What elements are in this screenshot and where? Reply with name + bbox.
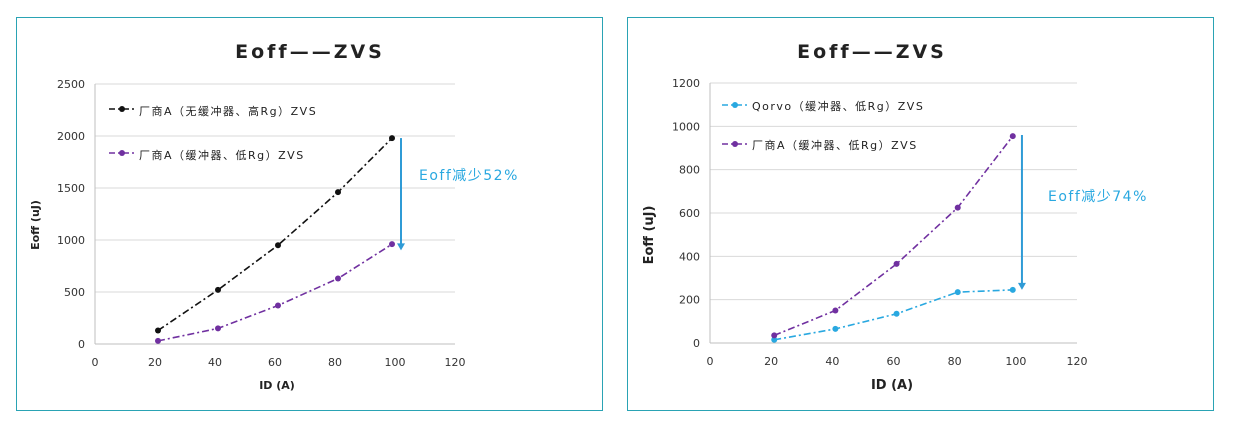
legend-marker-1 [732, 141, 738, 147]
legend-label-1: 厂商A（缓冲器、低Rg）ZVS [752, 138, 918, 152]
y-tick-label: 1500 [57, 182, 85, 195]
series-line-0 [157, 137, 393, 332]
series-line-1 [773, 135, 1014, 337]
data-point [215, 325, 221, 332]
reduction-arrow-head [397, 243, 405, 251]
series-line-1 [157, 243, 393, 342]
x-tick-label: 20 [148, 356, 162, 369]
y-tick-label: 500 [64, 286, 85, 299]
x-tick-label: 60 [268, 356, 282, 369]
y-tick-label: 200 [679, 294, 700, 307]
reduction-annotation: Eoff减少74% [1048, 189, 1148, 205]
legend-label-1: 厂商A（缓冲器、低Rg）ZVS [139, 148, 305, 162]
chart-panel-left: Eoff——ZVS ID (A) Eoff (uJ) 厂商A（无缓冲器、高Rg）… [16, 17, 603, 411]
data-point [215, 286, 221, 293]
y-tick-label: 0 [78, 338, 85, 351]
x-tick-label: 40 [825, 355, 839, 368]
data-point [275, 302, 281, 309]
reduction-annotation: Eoff减少52% [419, 168, 519, 184]
chart-right: Eoff——ZVS ID (A) Eoff (uJ) Qorvo（缓冲器、低Rg… [642, 41, 1148, 393]
data-point [771, 336, 778, 343]
data-point [832, 325, 839, 332]
data-point [389, 135, 395, 142]
legend-marker-0 [732, 102, 738, 108]
legend-marker-0 [119, 106, 125, 112]
chart-title: Eoff——ZVS [797, 41, 947, 63]
y-tick-label: 1200 [672, 77, 700, 90]
reduction-arrow-head [1017, 282, 1026, 290]
legend-label-0: Qorvo（缓冲器、低Rg）ZVS [752, 99, 924, 113]
x-tick-label: 120 [1067, 355, 1088, 368]
x-tick-label: 120 [445, 356, 466, 369]
data-point [954, 289, 961, 296]
data-point [771, 332, 778, 339]
x-axis-title: ID (A) [259, 379, 295, 392]
x-tick-label: 80 [948, 355, 962, 368]
series-line-0 [774, 289, 1013, 341]
x-tick-label: 40 [208, 356, 222, 369]
x-tick-label: 20 [764, 355, 778, 368]
y-tick-label: 1000 [672, 120, 700, 133]
data-point [1009, 286, 1016, 293]
chart-left: Eoff——ZVS ID (A) Eoff (uJ) 厂商A（无缓冲器、高Rg）… [29, 41, 519, 392]
chart-panel-right: Eoff——ZVS ID (A) Eoff (uJ) Qorvo（缓冲器、低Rg… [627, 17, 1214, 411]
data-point [389, 241, 395, 248]
data-point [335, 189, 341, 196]
x-tick-label: 0 [707, 355, 714, 368]
data-point [335, 275, 341, 282]
data-point [954, 204, 961, 211]
y-tick-label: 400 [679, 250, 700, 263]
data-point [893, 310, 900, 317]
y-tick-label: 800 [679, 164, 700, 177]
data-point [155, 327, 161, 334]
legend-label-0: 厂商A（无缓冲器、高Rg）ZVS [139, 104, 317, 118]
y-tick-label: 600 [679, 207, 700, 220]
x-tick-label: 100 [1005, 355, 1026, 368]
x-axis-title: ID (A) [871, 378, 913, 393]
x-tick-label: 100 [385, 356, 406, 369]
y-tick-label: 1000 [57, 234, 85, 247]
y-axis-title: Eoff (uJ) [642, 206, 657, 265]
x-tick-label: 60 [887, 355, 901, 368]
x-tick-label: 0 [92, 356, 99, 369]
data-point [893, 260, 900, 267]
y-tick-label: 0 [693, 337, 700, 350]
data-point [832, 307, 839, 314]
y-axis-title: Eoff (uJ) [29, 200, 42, 250]
data-point [155, 337, 161, 344]
chart-title: Eoff——ZVS [235, 41, 385, 63]
data-point [275, 242, 281, 249]
x-tick-label: 80 [328, 356, 342, 369]
legend-marker-1 [119, 150, 125, 156]
data-point [1009, 133, 1016, 140]
y-tick-label: 2500 [57, 78, 85, 91]
y-tick-label: 2000 [57, 130, 85, 143]
